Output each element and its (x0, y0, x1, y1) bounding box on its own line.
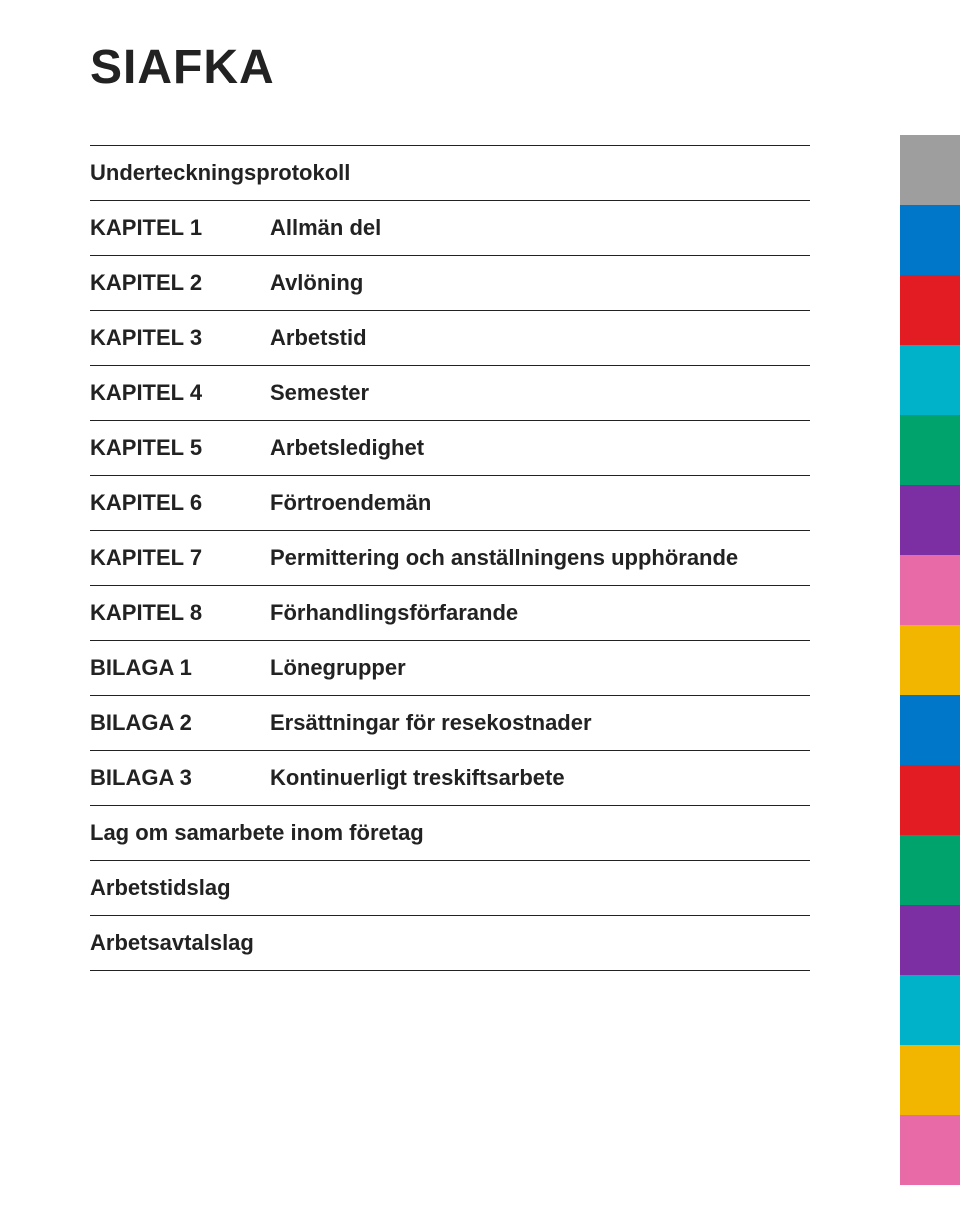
toc-row: KAPITEL 6Förtroendemän (90, 475, 810, 530)
chapter-number: KAPITEL 5 (90, 435, 270, 461)
color-tab (900, 765, 960, 835)
color-tab (900, 1115, 960, 1185)
color-tabs (900, 135, 960, 1185)
color-tab (900, 485, 960, 555)
toc-row: KAPITEL 4Semester (90, 365, 810, 420)
chapter-label: Arbetstidslag (90, 875, 810, 901)
toc-row: KAPITEL 3Arbetstid (90, 310, 810, 365)
color-tab (900, 135, 960, 205)
chapter-number: BILAGA 2 (90, 710, 270, 736)
toc-row: Arbetsavtalslag (90, 915, 810, 971)
chapter-label: Semester (270, 380, 810, 406)
color-tab (900, 1045, 960, 1115)
color-tab (900, 625, 960, 695)
toc-row: Lag om samarbete inom företag (90, 805, 810, 860)
color-tab (900, 415, 960, 485)
color-tab (900, 275, 960, 345)
chapter-number: KAPITEL 1 (90, 215, 270, 241)
color-tab (900, 555, 960, 625)
table-of-contents: Underteckningsprotokoll KAPITEL 1Allmän d… (90, 145, 810, 971)
chapter-number: BILAGA 1 (90, 655, 270, 681)
chapter-number: KAPITEL 2 (90, 270, 270, 296)
chapter-label: Lag om samarbete inom företag (90, 820, 810, 846)
chapter-label: Allmän del (270, 215, 810, 241)
color-tab (900, 835, 960, 905)
chapter-number: KAPITEL 4 (90, 380, 270, 406)
toc-row: KAPITEL 2Avlöning (90, 255, 810, 310)
color-tab (900, 975, 960, 1045)
chapter-label: Arbetsledighet (270, 435, 810, 461)
toc-row: KAPITEL 8Förhandlingsförfarande (90, 585, 810, 640)
chapter-number: KAPITEL 8 (90, 600, 270, 626)
chapter-number: KAPITEL 6 (90, 490, 270, 516)
toc-row: BILAGA 2Ersättningar för resekostnader (90, 695, 810, 750)
chapter-label: Arbetsavtalslag (90, 930, 810, 956)
chapter-number: BILAGA 3 (90, 765, 270, 791)
toc-row: Underteckningsprotokoll (90, 145, 810, 200)
document-title: SIAFKA (90, 40, 900, 95)
chapter-label: Permittering och anställningens upphöran… (270, 545, 810, 571)
chapter-label: Avlöning (270, 270, 810, 296)
toc-row: KAPITEL 1Allmän del (90, 200, 810, 255)
toc-row: KAPITEL 7Permittering och anställningens… (90, 530, 810, 585)
color-tab (900, 905, 960, 975)
chapter-label: Kontinuerligt treskiftsarbete (270, 765, 810, 791)
chapter-number: KAPITEL 7 (90, 545, 270, 571)
chapter-label: Förhandlingsförfarande (270, 600, 810, 626)
color-tab (900, 205, 960, 275)
page: SIAFKA UnderteckningsprotokollKAPITEL 1A… (0, 0, 960, 1222)
chapter-label: Lönegrupper (270, 655, 810, 681)
color-tab (900, 695, 960, 765)
chapter-label: Ersättningar för resekostnader (270, 710, 810, 736)
chapter-label: Arbetstid (270, 325, 810, 351)
chapter-label: Underteckningsprotokoll (90, 160, 810, 186)
toc-row: BILAGA 1Lönegrupper (90, 640, 810, 695)
toc-row: Arbetstidslag (90, 860, 810, 915)
color-tab (900, 345, 960, 415)
chapter-number: KAPITEL 3 (90, 325, 270, 351)
toc-row: KAPITEL 5Arbetsledighet (90, 420, 810, 475)
toc-row: BILAGA 3Kontinuerligt treskiftsarbete (90, 750, 810, 805)
chapter-label: Förtroendemän (270, 490, 810, 516)
